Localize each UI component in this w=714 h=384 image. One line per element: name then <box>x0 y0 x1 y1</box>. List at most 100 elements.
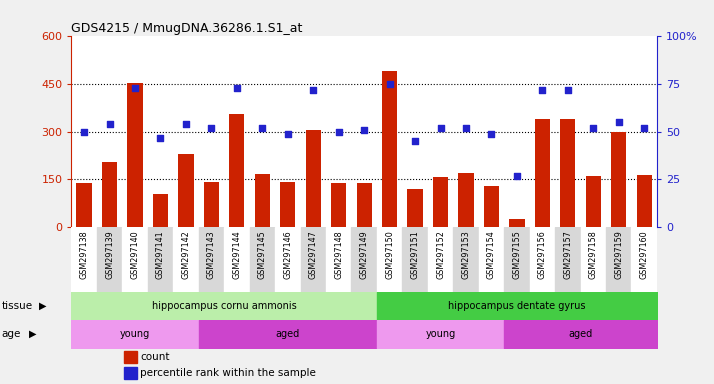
Bar <box>127 83 143 227</box>
Text: GSM297141: GSM297141 <box>156 230 165 279</box>
Bar <box>122 227 148 292</box>
Text: ▶: ▶ <box>29 329 36 339</box>
Text: hippocampus dentate gyrus: hippocampus dentate gyrus <box>448 301 585 311</box>
Text: young: young <box>120 329 150 339</box>
Point <box>613 119 625 125</box>
Bar <box>275 227 301 292</box>
Bar <box>178 154 193 227</box>
Bar <box>484 186 499 227</box>
Point <box>308 87 319 93</box>
Text: GSM297155: GSM297155 <box>513 230 521 279</box>
Point <box>409 138 421 144</box>
Point <box>638 125 650 131</box>
Text: GSM297152: GSM297152 <box>436 230 445 279</box>
Point <box>511 172 523 179</box>
Bar <box>580 227 606 292</box>
Bar <box>458 173 473 227</box>
Point <box>537 87 548 93</box>
Bar <box>504 227 530 292</box>
Bar <box>255 174 270 227</box>
Point <box>358 127 370 133</box>
Text: GSM297158: GSM297158 <box>589 230 598 279</box>
Bar <box>124 351 137 363</box>
Text: GDS4215 / MmugDNA.36286.1.S1_at: GDS4215 / MmugDNA.36286.1.S1_at <box>71 22 303 35</box>
Bar <box>509 219 525 227</box>
Text: GSM297160: GSM297160 <box>640 230 648 279</box>
Bar <box>560 119 575 227</box>
Point <box>206 125 217 131</box>
Bar <box>280 182 296 227</box>
Bar <box>331 183 346 227</box>
Bar <box>631 227 657 292</box>
Bar <box>124 367 137 379</box>
Text: GSM297156: GSM297156 <box>538 230 547 279</box>
Text: GSM297153: GSM297153 <box>461 230 471 279</box>
Text: GSM297154: GSM297154 <box>487 230 496 279</box>
Point <box>333 129 344 135</box>
Point <box>435 125 446 131</box>
Bar <box>229 114 244 227</box>
Text: GSM297138: GSM297138 <box>80 230 89 279</box>
Bar <box>351 227 377 292</box>
Point <box>104 121 115 127</box>
Bar <box>198 227 224 292</box>
Bar <box>433 177 448 227</box>
Text: young: young <box>426 329 456 339</box>
Point <box>461 125 472 131</box>
Point <box>256 125 268 131</box>
Point <box>282 131 293 137</box>
Text: GSM297151: GSM297151 <box>411 230 420 279</box>
Bar <box>478 227 504 292</box>
Point <box>562 87 573 93</box>
Text: hippocampus cornu ammonis: hippocampus cornu ammonis <box>152 301 296 311</box>
Text: age: age <box>1 329 21 339</box>
Point <box>588 125 599 131</box>
Bar <box>535 119 550 227</box>
Bar <box>97 227 122 292</box>
Point <box>231 85 243 91</box>
Bar <box>402 227 428 292</box>
Bar <box>555 227 580 292</box>
Bar <box>76 183 92 227</box>
Bar <box>203 182 219 227</box>
Text: GSM297157: GSM297157 <box>563 230 573 279</box>
Bar <box>174 227 198 292</box>
Text: ▶: ▶ <box>39 301 47 311</box>
Bar <box>224 227 250 292</box>
Text: aged: aged <box>276 329 300 339</box>
Bar <box>453 227 478 292</box>
Text: GSM297142: GSM297142 <box>181 230 191 279</box>
Bar <box>408 189 423 227</box>
Text: aged: aged <box>568 329 593 339</box>
Bar <box>585 175 601 227</box>
Text: GSM297150: GSM297150 <box>385 230 394 279</box>
Text: GSM297139: GSM297139 <box>105 230 114 279</box>
Point <box>129 85 141 91</box>
Point <box>180 121 191 127</box>
Point <box>79 129 90 135</box>
Text: GSM297144: GSM297144 <box>232 230 241 279</box>
Bar <box>306 130 321 227</box>
Point <box>486 131 497 137</box>
Bar <box>530 227 555 292</box>
Text: tissue: tissue <box>1 301 33 311</box>
Bar <box>428 227 453 292</box>
Text: GSM297140: GSM297140 <box>131 230 139 279</box>
Point <box>384 81 396 87</box>
Bar <box>636 175 652 227</box>
Bar <box>611 132 626 227</box>
Bar <box>326 227 351 292</box>
Bar <box>301 227 326 292</box>
Point <box>155 134 166 141</box>
Bar <box>382 71 397 227</box>
Text: GSM297146: GSM297146 <box>283 230 292 279</box>
Bar <box>102 162 117 227</box>
Text: count: count <box>141 352 170 362</box>
Text: GSM297149: GSM297149 <box>360 230 368 279</box>
Bar <box>606 227 631 292</box>
Bar <box>377 227 402 292</box>
Text: GSM297145: GSM297145 <box>258 230 267 279</box>
Text: GSM297147: GSM297147 <box>308 230 318 279</box>
Bar <box>148 227 174 292</box>
Bar <box>153 194 168 227</box>
